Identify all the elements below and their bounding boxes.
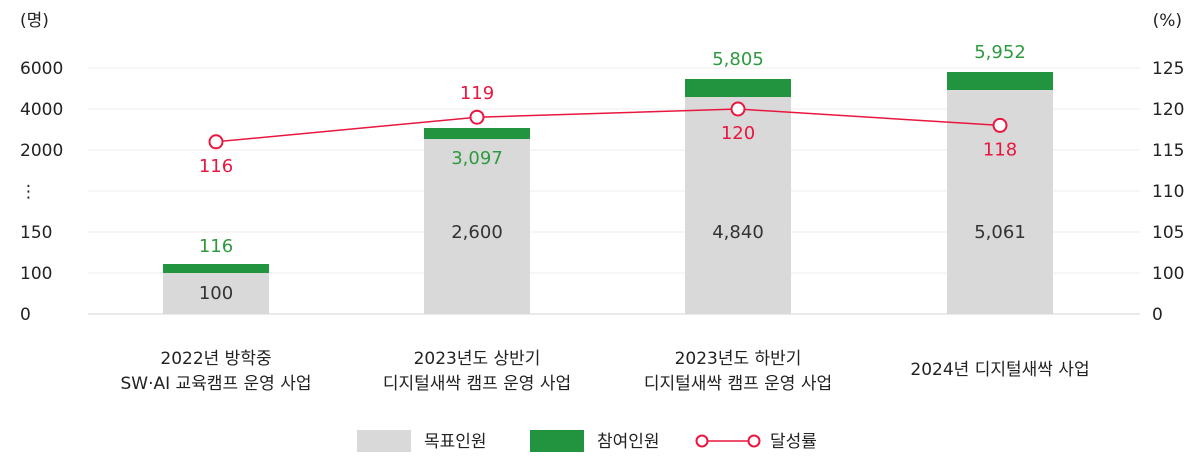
participation-value-label: 116: [199, 236, 233, 257]
legend-rate-marker-right: [747, 434, 761, 448]
right-axis-tick-label: 120: [1152, 100, 1184, 120]
axes: (명) (%) 6000 4000 2000 ⋮ 150 100 0 125 120 115 110…: [20, 11, 1184, 325]
rate-value-label: 120: [721, 123, 755, 144]
right-axis-tick-label: 0: [1152, 305, 1163, 325]
category-label-line: 디지털새싹 캠프 운영 사업: [383, 374, 571, 394]
category-label-line: 2022년 방학중: [160, 349, 271, 369]
target-bar: [685, 97, 791, 314]
left-axis-tick-label: 2000: [20, 141, 63, 161]
legend-participation-label: 참여인원: [597, 432, 660, 452]
category-label-line: 디지털새싹 캠프 운영 사업: [644, 374, 832, 394]
category-label: 2024년 디지털새싹 사업: [910, 360, 1089, 380]
category-label-line: 2023년도 상반기: [414, 349, 541, 369]
participation-bar: [424, 128, 530, 139]
participation-value-label: 3,097: [451, 148, 503, 169]
right-axis-unit: (%): [1153, 11, 1182, 31]
participation-bar: [947, 72, 1053, 90]
target-bar: [424, 139, 530, 314]
rate-point: [992, 117, 1008, 133]
rate-line: [215, 108, 1001, 143]
category-label: 2022년 방학중 SW·AI 교육캠프 운영 사업: [121, 349, 312, 394]
rate-point: [469, 109, 485, 125]
right-axis-tick-label: 105: [1152, 223, 1184, 243]
participation-bar: [163, 264, 269, 273]
rate-value-label: 118: [983, 139, 1017, 160]
legend-target-swatch: [357, 430, 411, 452]
left-axis-tick-label: 4000: [20, 100, 63, 120]
right-axis-tick-label: 100: [1152, 264, 1184, 284]
target-value-label: 100: [199, 283, 233, 304]
bar-marks: [163, 72, 1053, 314]
left-axis-tick-label: 6000: [20, 59, 63, 79]
participation-value-label: 5,805: [712, 49, 764, 70]
category-label-line: 2023년도 하반기: [675, 349, 802, 369]
legend-target-label: 목표인원: [424, 432, 487, 452]
rate-point: [208, 134, 224, 150]
right-axis-tick-label: 115: [1152, 141, 1184, 161]
target-bar: [163, 273, 269, 314]
left-axis-unit: (명): [20, 11, 49, 31]
category-label-line: 2024년 디지털새싹 사업: [910, 360, 1089, 380]
right-axis-tick-label: 110: [1152, 182, 1184, 202]
right-axis-tick-label: 125: [1152, 59, 1184, 79]
legend-rate-marker-left: [695, 434, 709, 448]
legend: 목표인원 참여인원 달성률: [357, 430, 817, 452]
rate-point: [730, 101, 746, 117]
legend-participation-swatch: [530, 430, 584, 452]
target-value-label: 5,061: [974, 222, 1026, 243]
left-axis-tick-label: ⋮: [20, 182, 37, 202]
legend-rate-label: 달성률: [770, 432, 817, 452]
line-marks: 116 119 120 118: [199, 83, 1017, 177]
rate-value-label: 116: [199, 156, 233, 177]
target-value-label: 4,840: [712, 222, 764, 243]
participation-bar: [685, 79, 791, 97]
left-axis-tick-label: 100: [20, 264, 52, 284]
left-axis-tick-label: 0: [20, 305, 31, 325]
rate-value-label: 119: [460, 83, 494, 104]
participation-value-label: 5,952: [974, 42, 1026, 63]
left-axis-tick-label: 150: [20, 223, 52, 243]
bar-data-labels: 100 116 2,600 3,097 4,840 5,805 5,061 5,952: [199, 42, 1026, 304]
category-label-line: SW·AI 교육캠프 운영 사업: [121, 374, 312, 394]
target-value-label: 2,600: [451, 222, 503, 243]
